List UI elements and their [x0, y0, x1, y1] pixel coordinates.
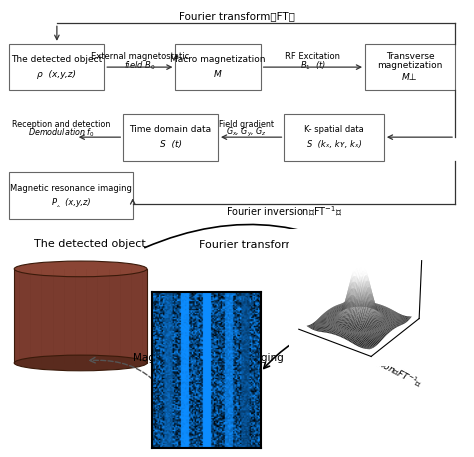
Text: P‸  (x,y,z): P‸ (x,y,z)	[52, 198, 91, 207]
Text: Fourier inversion（FT$^{-1}$）: Fourier inversion（FT$^{-1}$）	[226, 205, 343, 218]
Text: Reception and detection: Reception and detection	[12, 120, 111, 128]
Text: ρ  (x,y,z): ρ (x,y,z)	[37, 70, 76, 79]
Text: Field gradient: Field gradient	[219, 120, 274, 128]
Text: K- spatial data: K- spatial data	[304, 125, 364, 134]
Text: Macro magnetization: Macro magnetization	[170, 55, 266, 64]
Ellipse shape	[14, 261, 147, 277]
Text: Fourier transform（FT）: Fourier transform（FT）	[199, 239, 322, 249]
FancyBboxPatch shape	[9, 172, 133, 219]
Text: Demodulation $f_0$: Demodulation $f_0$	[28, 127, 95, 139]
Text: M⊥: M⊥	[402, 73, 418, 82]
Text: magnetization: magnetization	[377, 61, 443, 70]
Text: S  (t): S (t)	[160, 140, 182, 149]
FancyBboxPatch shape	[365, 44, 455, 90]
FancyBboxPatch shape	[284, 114, 384, 160]
FancyBboxPatch shape	[123, 114, 218, 160]
Text: Fourier transform（FT）: Fourier transform（FT）	[179, 11, 295, 21]
FancyBboxPatch shape	[9, 44, 104, 90]
Ellipse shape	[14, 355, 147, 371]
Text: Time domain data: Time domain data	[129, 125, 212, 134]
Text: field $B_0$: field $B_0$	[124, 59, 156, 72]
Text: RF Excitation: RF Excitation	[285, 53, 340, 61]
Text: Transverse: Transverse	[386, 53, 434, 61]
Polygon shape	[14, 269, 147, 363]
FancyBboxPatch shape	[175, 44, 261, 90]
Text: Magnetic resonance imaging: Magnetic resonance imaging	[133, 353, 284, 363]
Text: $B_1$  (t): $B_1$ (t)	[300, 59, 326, 72]
Text: Fourier inversion（FT$^{-1}$）: Fourier inversion（FT$^{-1}$）	[324, 328, 425, 389]
Text: The detected object: The detected object	[11, 55, 102, 64]
Text: M: M	[214, 70, 222, 79]
Text: Magnetic resonance imaging: Magnetic resonance imaging	[10, 184, 132, 193]
Text: $G_x$, $G_y$, $G_z$: $G_x$, $G_y$, $G_z$	[226, 126, 267, 139]
Text: S  (kₓ, kʏ, kₓ): S (kₓ, kʏ, kₓ)	[307, 140, 362, 149]
Text: The detected object: The detected object	[34, 239, 146, 249]
Text: External magnetostatic: External magnetostatic	[91, 53, 189, 61]
